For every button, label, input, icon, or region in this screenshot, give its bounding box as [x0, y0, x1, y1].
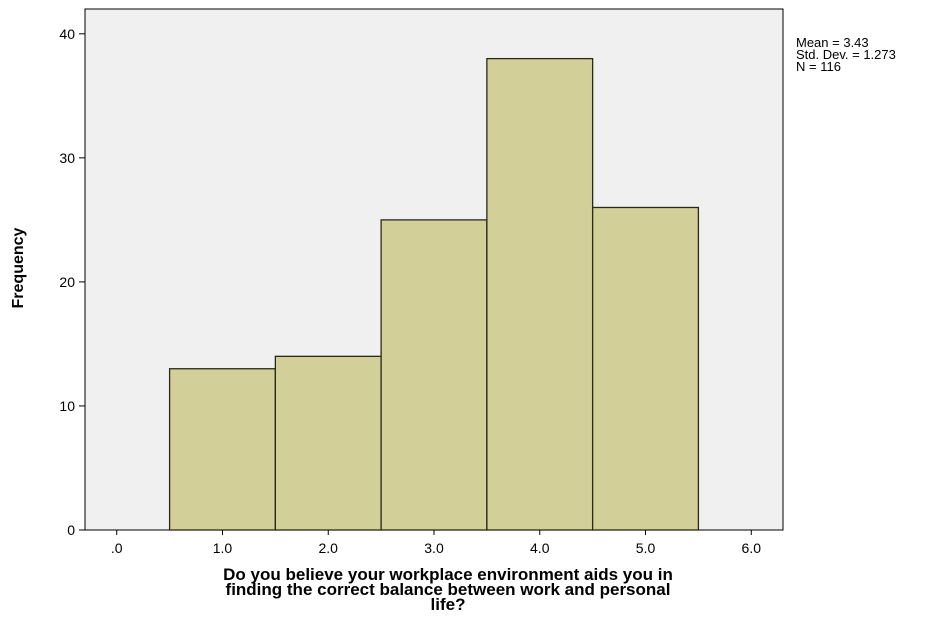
x-axis-label-line-1: Do you believe your workplace environmen… — [223, 565, 673, 584]
histogram-bar — [591, 206, 700, 531]
x-tick-label: 6.0 — [742, 540, 762, 556]
x-axis: .0 1.0 2.0 3.0 4.0 5.0 6.0 — [111, 530, 761, 556]
histogram-bar — [274, 355, 382, 531]
y-tick-label: 0 — [67, 522, 75, 538]
histogram-bar — [168, 368, 277, 531]
histogram-bar — [486, 57, 594, 531]
y-tick-label: 20 — [59, 274, 75, 290]
histogram-bar — [380, 219, 488, 531]
y-axis: 0 10 20 30 40 — [59, 26, 85, 538]
x-tick-label: 3.0 — [424, 540, 444, 556]
x-tick-label: .0 — [111, 540, 123, 556]
x-tick-label: 4.0 — [530, 540, 550, 556]
mean-stat: Mean = 3.43 — [796, 35, 869, 50]
std-dev-stat: Std. Dev. = 1.273 — [796, 47, 896, 62]
x-tick-label: 2.0 — [319, 540, 339, 556]
y-tick-label: 40 — [59, 26, 75, 42]
x-tick-label: 5.0 — [636, 540, 656, 556]
y-axis-label: Frequency — [10, 227, 27, 309]
x-axis-label-line-2: finding the correct balance between work… — [225, 580, 671, 599]
statistics-box: Mean = 3.43 Std. Dev. = 1.273 N = 116 — [796, 35, 896, 74]
x-axis-label: Do you believe your workplace environmen… — [60, 565, 836, 614]
y-tick-label: 10 — [59, 398, 75, 414]
bars-group — [168, 57, 700, 531]
x-axis-label-line-3: life? — [430, 595, 466, 614]
n-stat: N = 116 — [796, 59, 841, 74]
x-tick-label: 1.0 — [213, 540, 233, 556]
y-tick-label: 30 — [59, 150, 75, 166]
